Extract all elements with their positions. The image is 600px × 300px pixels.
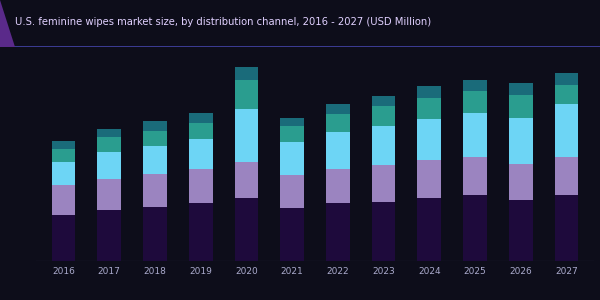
Bar [280,208,304,261]
Polygon shape [0,0,15,46]
Bar [463,157,487,195]
Bar [463,91,487,113]
Bar [52,149,76,162]
Bar [418,86,441,98]
Bar [235,198,258,261]
Bar [189,203,212,261]
Bar [52,162,76,185]
Bar [97,152,121,178]
Bar [97,210,121,261]
Bar [189,169,212,203]
Bar [97,178,121,210]
Bar [235,80,258,110]
Bar [326,114,350,133]
Bar [509,164,533,200]
Bar [280,142,304,175]
Bar [554,73,578,85]
Bar [326,203,350,261]
Bar [189,139,212,169]
Bar [189,123,212,139]
Bar [509,94,533,118]
Bar [463,113,487,157]
Bar [143,207,167,261]
Bar [235,110,258,162]
Bar [509,200,533,261]
Bar [554,157,578,195]
Bar [554,85,578,104]
Bar [509,118,533,164]
Bar [189,113,212,123]
Text: U.S. feminine wipes market size, by distribution channel, 2016 - 2027 (USD Milli: U.S. feminine wipes market size, by dist… [15,17,431,27]
Bar [143,174,167,207]
Bar [372,126,395,165]
Bar [418,160,441,198]
Bar [418,198,441,261]
Bar [52,185,76,215]
Bar [280,175,304,208]
Bar [52,215,76,261]
Bar [97,129,121,137]
Bar [280,118,304,126]
Bar [143,121,167,131]
Bar [554,104,578,157]
Bar [554,195,578,261]
Bar [326,169,350,203]
Bar [372,165,395,202]
Bar [52,141,76,149]
Bar [235,67,258,80]
Bar [280,126,304,142]
Bar [463,80,487,91]
Bar [97,137,121,152]
Bar [372,106,395,126]
Bar [372,96,395,106]
Bar [418,119,441,160]
Bar [372,202,395,261]
Bar [326,104,350,114]
Bar [235,162,258,198]
Bar [509,83,533,94]
Bar [143,146,167,174]
Bar [418,98,441,119]
Bar [463,195,487,261]
Bar [326,133,350,169]
Bar [143,131,167,146]
